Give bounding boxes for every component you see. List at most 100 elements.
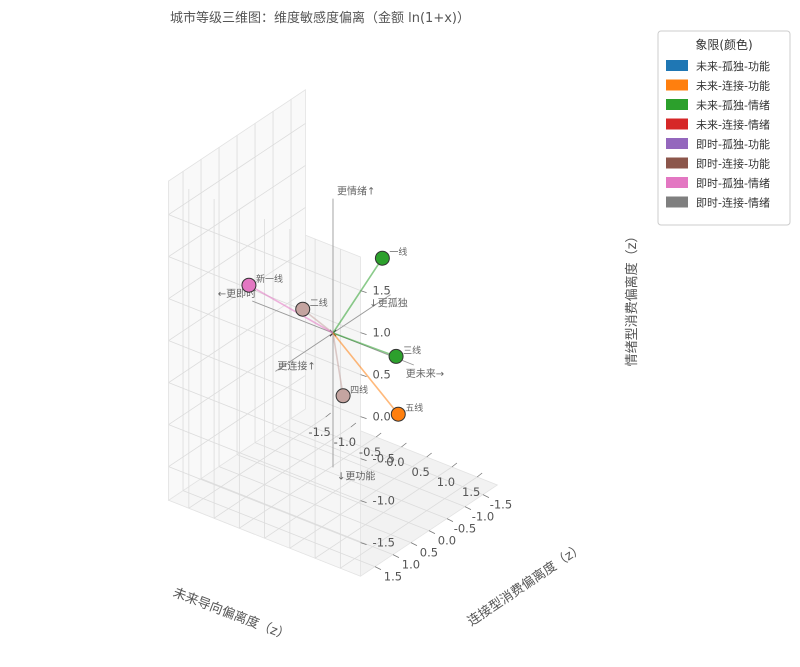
grid-line <box>289 456 427 549</box>
y-tick-label: -1.0 <box>472 510 494 524</box>
grid-line <box>168 214 361 291</box>
grid-line <box>168 207 306 299</box>
z-tick-mark <box>360 458 367 461</box>
y-tick-mark <box>428 530 436 534</box>
point-label: 五线 <box>405 402 423 414</box>
data-point <box>295 301 311 317</box>
x-tick-mark <box>375 432 382 438</box>
grid-line <box>314 466 453 559</box>
data-point <box>374 250 390 266</box>
y-tick-mark <box>374 566 382 570</box>
direction-label: ↓更孤独 <box>369 297 407 310</box>
grid-line <box>168 340 361 417</box>
data-point <box>390 406 406 422</box>
grid-line <box>168 249 306 341</box>
data-point <box>388 348 404 364</box>
legend-entry: 未来-孤独-情绪 <box>696 98 770 112</box>
grid-line <box>168 165 306 257</box>
direction-label: 更连接↑ <box>277 359 315 372</box>
legend-swatch <box>666 157 688 169</box>
x-axis-label: 未来导向偏离度（z） <box>171 585 292 644</box>
x-tick-label: 0.0 <box>386 455 404 469</box>
legend-entry: 即时-连接-功能 <box>696 157 770 171</box>
point-stem <box>248 284 334 334</box>
x-tick-label: -0.5 <box>359 445 381 459</box>
z-tick-label: -0.5 <box>373 452 395 466</box>
z-tick-mark <box>360 332 367 335</box>
y-tick-mark <box>392 554 400 558</box>
x-tick-label: 1.5 <box>462 485 480 499</box>
grid-line <box>182 490 376 567</box>
z-tick-label: 0.0 <box>373 410 391 424</box>
z-tick-mark <box>360 290 367 293</box>
point-stem <box>332 332 344 396</box>
legend-swatch <box>666 118 688 130</box>
legend-title: 象限(颜色) <box>695 37 752 52</box>
grid-line <box>168 123 306 215</box>
y-tick-label: 1.0 <box>402 558 420 572</box>
x-tick-mark <box>476 472 483 478</box>
z-tick-label: 0.5 <box>373 368 391 382</box>
legend-entry: 未来-连接-情绪 <box>696 118 770 132</box>
legend-box <box>657 30 791 226</box>
data-point <box>241 277 257 293</box>
direction-label: 更未来→ <box>406 368 444 380</box>
z-axis-label: 情绪型消费偏离度（z） <box>624 230 640 367</box>
grid-line <box>168 298 361 375</box>
legend-entry: 未来-连接-功能 <box>696 79 770 93</box>
point-label: 四线 <box>350 384 368 396</box>
z-tick-label: -1.5 <box>373 536 395 550</box>
grid-line <box>200 478 394 555</box>
y-tick-mark <box>446 518 454 522</box>
legend-swatch <box>666 196 688 208</box>
point-stem <box>332 332 397 358</box>
x-tick-mark <box>401 442 407 448</box>
point-label: 三线 <box>403 344 421 356</box>
direction-label: 更情绪↑ <box>337 185 375 198</box>
legend: 象限(颜色) 未来-孤独-功能未来-连接-功能未来-孤独-情绪未来-连接-情绪即… <box>657 30 791 226</box>
x-tick-mark <box>325 412 331 418</box>
x-tick-label: -1.5 <box>308 425 330 439</box>
z-tick-label: -1.0 <box>373 494 395 508</box>
y-tick-label: 0.0 <box>438 534 456 548</box>
x-tick-label: 1.0 <box>437 475 455 489</box>
z-tick-label: 1.0 <box>373 326 391 340</box>
z-tick-mark <box>360 500 367 503</box>
x-tick-mark <box>451 462 458 468</box>
direction-label: ↓更功能 <box>337 469 375 482</box>
point-label: 二线 <box>310 297 328 309</box>
grid-line <box>236 454 430 531</box>
grid-lines <box>168 99 484 569</box>
z-tick-mark <box>360 542 367 545</box>
z-tick-mark <box>360 416 367 419</box>
x-tick-mark <box>426 452 432 458</box>
z-tick-mark <box>360 374 367 377</box>
y-tick-label: 1.5 <box>384 570 402 584</box>
legend-swatch <box>666 138 688 149</box>
y-tick-mark <box>482 494 490 498</box>
legend-swatch <box>666 177 688 188</box>
y-tick-label: -0.5 <box>454 522 476 536</box>
data-point <box>335 388 351 404</box>
x-tick-mark <box>350 422 357 428</box>
y-tick-label: -1.5 <box>490 498 512 512</box>
grid-line <box>340 476 478 569</box>
legend-swatch <box>666 60 688 71</box>
y-tick-mark <box>464 506 472 510</box>
point-label: 新一线 <box>256 273 283 285</box>
legend-swatch <box>666 79 688 91</box>
point-stems <box>248 257 399 415</box>
chart-title: 城市等级三维图：维度敏感度偏离（金额 ln(1+x)） <box>170 10 470 26</box>
legend-entry: 即时-孤独-情绪 <box>696 176 770 190</box>
x-tick-label: 0.5 <box>412 465 430 479</box>
tick-labels: -1.5-1.5-1.5-1.0-1.0-1.0-0.5-0.5-0.50.00… <box>308 284 512 584</box>
y-axis-label: 连接型消费偏离度（z） <box>465 540 587 630</box>
y-tick-mark <box>410 542 418 546</box>
legend-entry: 即时-连接-情绪 <box>696 196 770 210</box>
z-tick-label: 1.5 <box>373 284 391 298</box>
y-tick-label: 0.5 <box>420 546 438 560</box>
legend-entry: 即时-孤独-功能 <box>696 137 770 151</box>
